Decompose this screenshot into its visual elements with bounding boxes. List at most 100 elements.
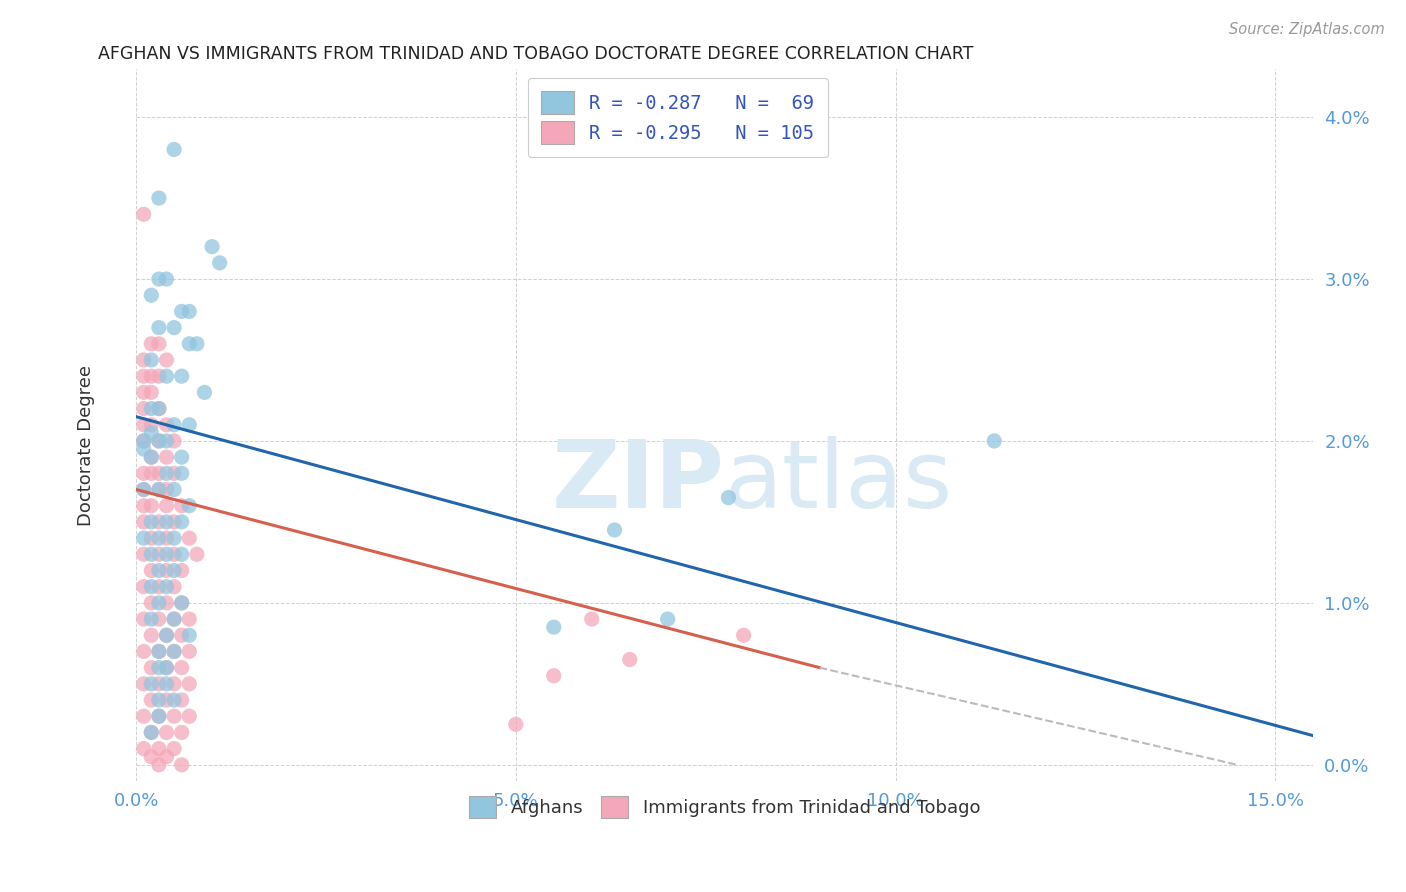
Point (170, 564, 193, 578)
Point (141, 467, 163, 481)
Point (170, 660, 193, 674)
Point (148, 401, 170, 416)
Point (132, 385, 155, 400)
Point (132, 531, 155, 545)
Point (155, 693, 177, 707)
Point (141, 612, 163, 626)
Point (148, 709, 170, 723)
Point (132, 741, 155, 756)
Point (148, 596, 170, 610)
Point (148, 434, 170, 448)
Text: AFGHAN VS IMMIGRANTS FROM TRINIDAD AND TOBAGO DOCTORATE DEGREE CORRELATION CHART: AFGHAN VS IMMIGRANTS FROM TRINIDAD AND T… (98, 45, 974, 62)
Point (179, 417, 201, 432)
Point (163, 709, 186, 723)
Point (132, 207, 155, 221)
Point (208, 256, 231, 270)
Point (163, 564, 186, 578)
Point (148, 272, 170, 286)
Point (170, 499, 193, 513)
Point (141, 450, 163, 464)
Point (170, 628, 193, 642)
Point (132, 709, 155, 723)
Point (163, 515, 186, 529)
Point (148, 369, 170, 384)
Point (141, 693, 163, 707)
Point (148, 191, 170, 205)
Text: Source: ZipAtlas.com: Source: ZipAtlas.com (1229, 22, 1385, 37)
Point (148, 547, 170, 561)
Point (148, 709, 170, 723)
Point (141, 450, 163, 464)
Point (170, 596, 193, 610)
Point (163, 417, 186, 432)
Point (163, 483, 186, 497)
Point (132, 369, 155, 384)
Point (179, 499, 201, 513)
Text: ZIP: ZIP (551, 436, 724, 528)
Point (141, 288, 163, 302)
Point (132, 401, 155, 416)
Point (155, 369, 177, 384)
Point (155, 677, 177, 691)
Point (148, 320, 170, 334)
Point (141, 628, 163, 642)
Point (155, 515, 177, 529)
Point (141, 580, 163, 594)
Point (163, 644, 186, 658)
Point (543, 669, 565, 683)
Point (141, 596, 163, 610)
Point (148, 434, 170, 448)
Point (148, 483, 170, 497)
Point (505, 717, 527, 731)
Point (141, 515, 163, 529)
Point (148, 564, 170, 578)
Point (155, 596, 177, 610)
Point (155, 628, 177, 642)
Point (148, 336, 170, 351)
Point (141, 749, 163, 764)
Point (132, 547, 155, 561)
Point (581, 612, 603, 626)
Point (155, 547, 177, 561)
Point (148, 677, 170, 691)
Point (141, 385, 163, 400)
Point (132, 499, 155, 513)
Point (163, 547, 186, 561)
Point (141, 336, 163, 351)
Point (155, 749, 177, 764)
Point (170, 757, 193, 772)
Point (141, 401, 163, 416)
Point (983, 434, 1005, 448)
Point (141, 660, 163, 674)
Text: atlas: atlas (724, 436, 953, 528)
Point (170, 693, 193, 707)
Point (179, 612, 201, 626)
Point (603, 523, 626, 537)
Point (132, 644, 155, 658)
Point (155, 434, 177, 448)
Point (132, 442, 155, 456)
Point (141, 369, 163, 384)
Point (170, 467, 193, 481)
Point (163, 677, 186, 691)
Point (155, 450, 177, 464)
Point (179, 628, 201, 642)
Legend: Afghans, Immigrants from Trinidad and Tobago: Afghans, Immigrants from Trinidad and To… (461, 789, 987, 825)
Point (155, 660, 177, 674)
Point (132, 612, 155, 626)
Point (132, 434, 155, 448)
Point (132, 434, 155, 448)
Point (141, 353, 163, 368)
Point (132, 417, 155, 432)
Point (543, 620, 565, 634)
Point (163, 612, 186, 626)
Point (163, 434, 186, 448)
Point (201, 240, 224, 254)
Point (163, 580, 186, 594)
Point (148, 644, 170, 658)
Point (170, 369, 193, 384)
Point (155, 628, 177, 642)
Point (155, 417, 177, 432)
Point (179, 644, 201, 658)
Point (179, 304, 201, 318)
